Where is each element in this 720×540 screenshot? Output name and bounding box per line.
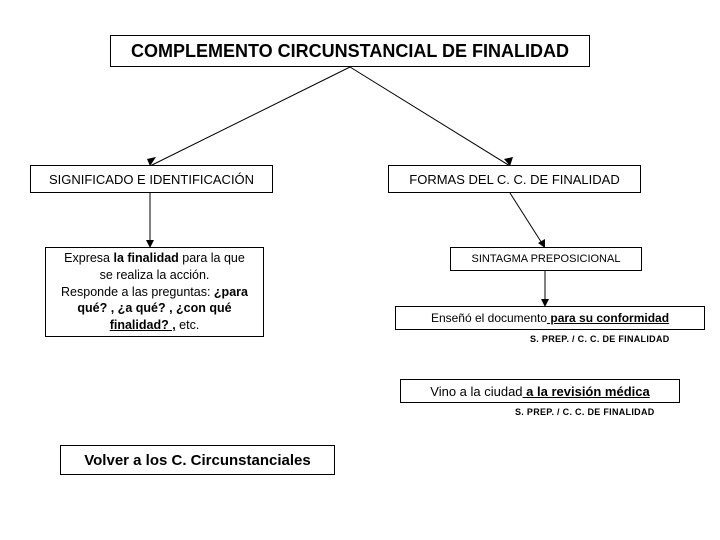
back-link-text: Volver a los C. Circunstanciales	[69, 452, 326, 469]
example1-box: Enseñó el documento para su conformidad	[395, 306, 705, 330]
definition-line2: se realiza la acción.	[54, 267, 255, 284]
sub-text: SINTAGMA PREPOSICIONAL	[459, 253, 633, 265]
definition-line4: qué? , ¿a qué? , ¿con qué	[54, 300, 255, 317]
def-l3b: ¿para	[214, 285, 248, 299]
def-l1b: la finalidad	[114, 251, 179, 265]
definition-box: Expresa la finalidad para la que se real…	[45, 247, 264, 337]
left-mid-text: SIGNIFICADO E IDENTIFICACIÓN	[39, 172, 264, 187]
definition-line5: finalidad? , etc.	[54, 317, 255, 334]
def-l3a: Responde a las preguntas:	[61, 285, 214, 299]
ex2-b: a la revisión médica	[523, 384, 650, 399]
back-link-box[interactable]: Volver a los C. Circunstanciales	[60, 445, 335, 475]
title-text: COMPLEMENTO CIRCUNSTANCIAL DE FINALIDAD	[119, 41, 581, 62]
def-l1a: Expresa	[64, 251, 113, 265]
def-l5b: etc.	[176, 318, 200, 332]
sub-box: SINTAGMA PREPOSICIONAL	[450, 247, 642, 271]
ex1-b: para su conformidad	[547, 311, 669, 325]
sprep-label-1: S. PREP. / C. C. DE FINALIDAD	[530, 334, 670, 344]
definition-line1: Expresa la finalidad para la que	[54, 250, 255, 267]
sprep-label-2: S. PREP. / C. C. DE FINALIDAD	[515, 407, 655, 417]
ex1-a: Enseñó el documento	[431, 311, 547, 325]
def-l5a: finalidad? ,	[110, 318, 176, 332]
example2-box: Vino a la ciudad a la revisión médica	[400, 379, 680, 403]
right-mid-text: FORMAS DEL C. C. DE FINALIDAD	[397, 172, 632, 187]
left-mid-box: SIGNIFICADO E IDENTIFICACIÓN	[30, 165, 273, 193]
example1-text: Enseñó el documento para su conformidad	[404, 311, 696, 325]
ex2-a: Vino a la ciudad	[430, 384, 522, 399]
def-l4: qué? , ¿a qué? , ¿con qué	[77, 301, 231, 315]
right-mid-box: FORMAS DEL C. C. DE FINALIDAD	[388, 165, 641, 193]
example2-text: Vino a la ciudad a la revisión médica	[409, 384, 671, 399]
def-l1c: para la que	[179, 251, 245, 265]
title-box: COMPLEMENTO CIRCUNSTANCIAL DE FINALIDAD	[110, 35, 590, 67]
definition-line3: Responde a las preguntas: ¿para	[54, 284, 255, 301]
